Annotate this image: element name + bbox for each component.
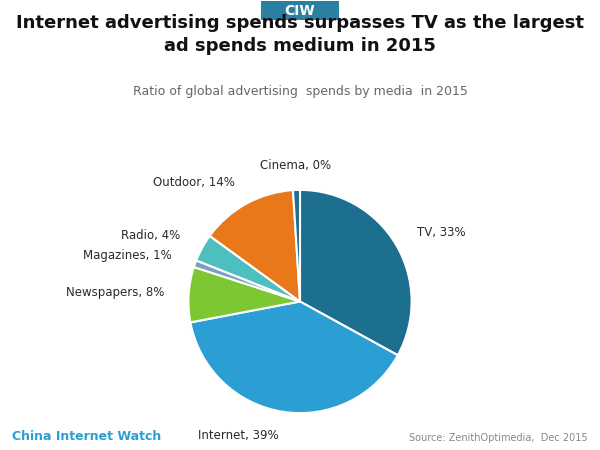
Text: Internet, 39%: Internet, 39% bbox=[198, 429, 279, 442]
Text: Cinema, 0%: Cinema, 0% bbox=[260, 159, 331, 172]
Wedge shape bbox=[300, 190, 412, 355]
Wedge shape bbox=[293, 190, 300, 302]
Wedge shape bbox=[196, 236, 300, 302]
Text: China Internet Watch: China Internet Watch bbox=[12, 430, 161, 443]
Text: Outdoor, 14%: Outdoor, 14% bbox=[152, 176, 235, 189]
Text: Newspapers, 8%: Newspapers, 8% bbox=[66, 287, 164, 299]
Text: Radio, 4%: Radio, 4% bbox=[121, 230, 181, 243]
Wedge shape bbox=[188, 267, 300, 322]
Wedge shape bbox=[194, 261, 300, 302]
Text: Ratio of global advertising  spends by media  in 2015: Ratio of global advertising spends by me… bbox=[133, 86, 467, 99]
Text: Magazines, 1%: Magazines, 1% bbox=[83, 249, 172, 262]
Text: Internet advertising spends surpasses TV as the largest
ad spends medium in 2015: Internet advertising spends surpasses TV… bbox=[16, 14, 584, 55]
Text: CIW: CIW bbox=[284, 4, 316, 18]
Text: Source: ZenithOptimedia,  Dec 2015: Source: ZenithOptimedia, Dec 2015 bbox=[409, 433, 588, 443]
Wedge shape bbox=[210, 190, 300, 302]
Text: TV, 33%: TV, 33% bbox=[417, 226, 466, 239]
Wedge shape bbox=[190, 302, 398, 413]
